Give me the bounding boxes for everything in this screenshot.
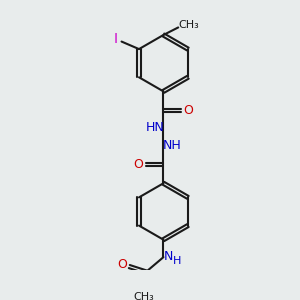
Text: O: O xyxy=(184,104,194,117)
Text: NH: NH xyxy=(163,139,182,152)
Text: O: O xyxy=(134,158,143,171)
Text: O: O xyxy=(117,258,127,271)
Text: N: N xyxy=(164,250,173,263)
Text: I: I xyxy=(113,32,117,46)
Text: H: H xyxy=(173,256,182,266)
Text: CH₃: CH₃ xyxy=(178,20,199,30)
Text: HN: HN xyxy=(146,121,164,134)
Text: CH₃: CH₃ xyxy=(133,292,154,300)
